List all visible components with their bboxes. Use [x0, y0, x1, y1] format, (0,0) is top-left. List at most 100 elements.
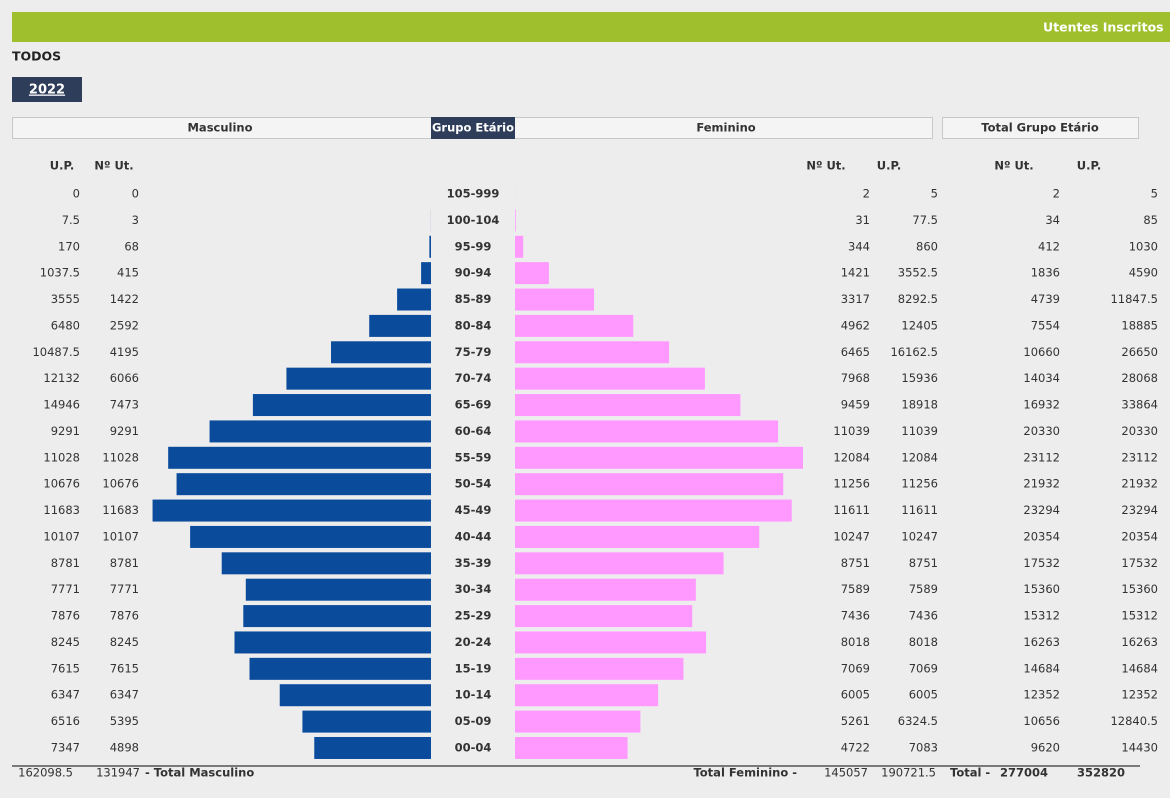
- female-n: 7589: [841, 582, 870, 596]
- male-bar: [190, 525, 431, 548]
- male-up: 3555: [51, 292, 80, 306]
- female-n: 11039: [833, 424, 870, 438]
- male-up: 7876: [51, 609, 80, 623]
- male-n: 6066: [110, 371, 139, 385]
- female-n: 1421: [841, 266, 870, 280]
- total-row-n: 23294: [1023, 503, 1060, 517]
- total-row-n: 15360: [1023, 582, 1060, 596]
- male-up: 6347: [51, 688, 80, 702]
- female-n: 5261: [841, 714, 870, 728]
- female-up: 11611: [901, 503, 938, 517]
- female-up: 10247: [901, 529, 938, 543]
- male-up: 8245: [51, 635, 80, 649]
- age-group: 05-09: [455, 714, 492, 728]
- female-bar: [515, 578, 696, 601]
- male-n: 7876: [110, 609, 139, 623]
- male-n: 4898: [110, 740, 139, 754]
- female-bar: [515, 605, 693, 628]
- male-n: 3: [132, 213, 139, 227]
- male-bar: [314, 736, 431, 759]
- male-up: 11683: [43, 503, 80, 517]
- female-up: 860: [916, 239, 938, 253]
- female-up: 77.5: [912, 213, 938, 227]
- female-up: 6324.5: [898, 714, 938, 728]
- male-n: 7771: [110, 582, 139, 596]
- male-n: 7473: [110, 398, 139, 412]
- female-up: 11039: [901, 424, 938, 438]
- female-n: 3317: [841, 292, 870, 306]
- female-n: 7968: [841, 371, 870, 385]
- age-group: 40-44: [455, 529, 492, 543]
- male-bar: [249, 657, 431, 680]
- female-up: 8018: [909, 635, 938, 649]
- male-header: Masculino: [187, 121, 252, 135]
- female-n: 4962: [841, 318, 870, 332]
- year-button[interactable]: [12, 77, 82, 102]
- total-row-n: 14034: [1023, 371, 1060, 385]
- total-row-up: 28068: [1121, 371, 1158, 385]
- total-row-n: 20330: [1023, 424, 1060, 438]
- total-female-n: 145057: [824, 766, 868, 780]
- header-title: Utentes Inscritos: [1043, 20, 1164, 35]
- male-bar: [176, 473, 431, 496]
- female-n: 9459: [841, 398, 870, 412]
- female-n: 11256: [833, 477, 870, 491]
- male-bar: [245, 578, 431, 601]
- total-row-n: 9620: [1031, 740, 1060, 754]
- female-up: 7069: [909, 661, 938, 675]
- male-up: 10107: [43, 529, 80, 543]
- total-label: Total -: [950, 766, 990, 780]
- female-n: 6005: [841, 688, 870, 702]
- female-n: 8751: [841, 556, 870, 570]
- female-up: 3552.5: [898, 266, 938, 280]
- male-up: 1037.5: [40, 266, 80, 280]
- age-group: 55-59: [455, 450, 492, 464]
- total-row-up: 33864: [1121, 398, 1158, 412]
- total-row-n: 23112: [1023, 450, 1060, 464]
- female-n: 2: [863, 187, 870, 201]
- male-bar: [397, 288, 431, 311]
- total-row-n: 2: [1053, 187, 1060, 201]
- male-n: 9291: [110, 424, 139, 438]
- male-up: 14946: [43, 398, 80, 412]
- female-n: 6465: [841, 345, 870, 359]
- total-row-up: 12840.5: [1110, 714, 1158, 728]
- female-bar: [515, 420, 779, 443]
- age-group: 90-94: [455, 266, 492, 280]
- female-up: 8751: [909, 556, 938, 570]
- male-n: 68: [124, 239, 139, 253]
- male-up: 12132: [43, 371, 80, 385]
- age-group: 50-54: [455, 477, 492, 491]
- age-group: 20-24: [455, 635, 492, 649]
- male-up: 0: [73, 187, 80, 201]
- male-bar: [369, 314, 431, 337]
- male-up: 170: [58, 239, 80, 253]
- total-row-n: 10656: [1023, 714, 1060, 728]
- age-group: 80-84: [455, 318, 492, 332]
- female-n: 31: [855, 213, 870, 227]
- age-group: 60-64: [455, 424, 492, 438]
- male-n: 8245: [110, 635, 139, 649]
- female-n: 11611: [833, 503, 870, 517]
- female-n: 344: [848, 239, 870, 253]
- total-female-up: 190721.5: [881, 766, 936, 780]
- total-row-n: 16932: [1023, 398, 1060, 412]
- female-bar: [515, 288, 595, 311]
- female-bar: [515, 736, 628, 759]
- female-up: 7083: [909, 740, 938, 754]
- male-n: 10676: [102, 477, 139, 491]
- female-up: 16162.5: [890, 345, 938, 359]
- total-male-up: 162098.5: [18, 766, 73, 780]
- age-group: 10-14: [455, 688, 492, 702]
- female-bar: [515, 446, 803, 469]
- total-row-n: 1836: [1031, 266, 1060, 280]
- female-up: 7589: [909, 582, 938, 596]
- col-n: Nº Ut.: [994, 159, 1033, 173]
- year-label[interactable]: 2022: [29, 83, 65, 98]
- female-up: 11256: [901, 477, 938, 491]
- total-row-up: 18885: [1121, 318, 1158, 332]
- male-n: 7615: [110, 661, 139, 675]
- male-bar: [279, 684, 431, 707]
- female-bar: [515, 394, 741, 417]
